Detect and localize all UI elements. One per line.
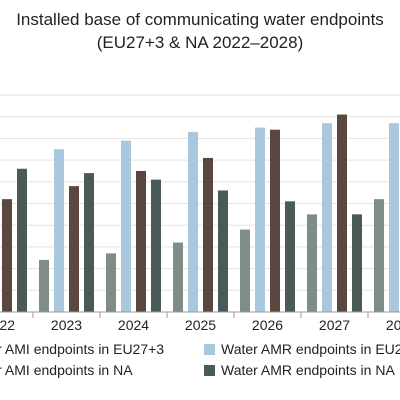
bar-2027-series-1 [322,123,332,313]
bar-2026-series-3 [285,201,295,312]
chart-title-line-1: Installed base of communicating water en… [16,10,384,29]
bar-2023-series-2 [69,186,79,312]
bar-2025-series-1 [188,131,198,312]
legend-label-amr-eu: Water AMR endpoints in EU27+3 [221,341,400,357]
bar-2025-series-0 [173,242,183,312]
legend-item-ami-na: Water AMI endpoints in NA [0,361,133,379]
bar-2025-series-2 [203,157,213,312]
x-tick-label-2024: 2024 [118,317,149,333]
bar-2025-series-3 [218,190,228,312]
bar-2026-series-0 [240,229,250,312]
bar-2027-series-3 [352,214,362,312]
bar-2022-series-3 [17,168,27,312]
chart-title: Installed base of communicating water en… [0,8,400,54]
bar-2027-series-0 [307,214,317,312]
bar-2027-series-2 [337,114,347,312]
bar-2028-series-0 [374,199,384,312]
chart-title-line-2: (EU27+3 & NA 2022–2028) [96,33,304,52]
x-tick-label-2028: 2028 [386,317,400,333]
legend-label-ami-eu: Water AMI endpoints in EU27+3 [0,341,165,357]
x-tick-label-2022: 2022 [0,317,15,333]
legend-label-ami-na: Water AMI endpoints in NA [0,362,133,378]
bar-2022-series-2 [2,199,12,312]
bar-2024-series-0 [106,253,116,312]
legend-item-ami-eu: Water AMI endpoints in EU27+3 [0,340,164,358]
legend-swatch-amr-eu [204,344,215,355]
bar-2028-series-1 [389,123,399,313]
bar-2023-series-1 [54,149,64,312]
x-tick-label-2027: 2027 [319,317,350,333]
bar-2024-series-3 [151,179,161,312]
legend-swatch-amr-na [204,365,215,376]
x-tick-label-2025: 2025 [185,317,216,333]
bar-2026-series-2 [270,129,280,312]
x-tick-label-2023: 2023 [51,317,82,333]
bar-2023-series-0 [39,259,49,312]
x-tick-label-2026: 2026 [252,317,283,333]
legend-item-amr-na: Water AMR endpoints in NA [204,361,395,379]
bar-2026-series-1 [255,127,265,312]
bar-2024-series-2 [136,170,146,312]
legend-item-amr-eu: Water AMR endpoints in EU27+3 [204,340,400,358]
bar-2023-series-3 [84,173,94,312]
legend-label-amr-na: Water AMR endpoints in NA [221,362,395,378]
bar-2024-series-1 [121,140,131,312]
